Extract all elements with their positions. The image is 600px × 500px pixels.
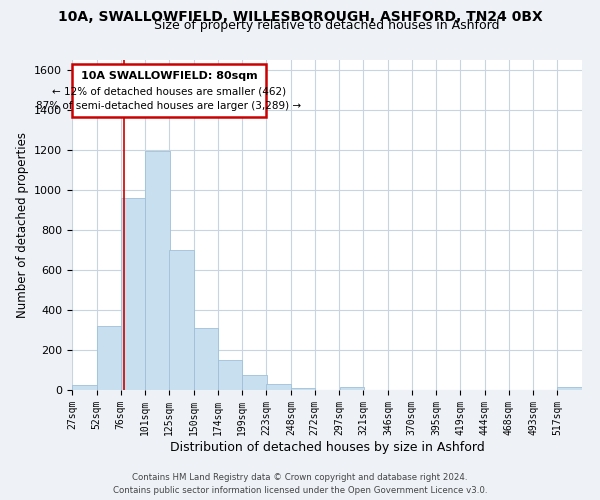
Bar xyxy=(242,375,267,390)
X-axis label: Distribution of detached houses by size in Ashford: Distribution of detached houses by size … xyxy=(170,440,484,454)
Text: 10A, SWALLOWFIELD, WILLESBOROUGH, ASHFORD, TN24 0BX: 10A, SWALLOWFIELD, WILLESBOROUGH, ASHFOR… xyxy=(58,10,542,24)
Bar xyxy=(169,250,194,390)
Bar xyxy=(194,328,218,390)
Bar xyxy=(121,198,145,390)
Bar xyxy=(557,387,582,390)
Text: Contains HM Land Registry data © Crown copyright and database right 2024.
Contai: Contains HM Land Registry data © Crown c… xyxy=(113,474,487,495)
Text: 10A SWALLOWFIELD: 80sqm: 10A SWALLOWFIELD: 80sqm xyxy=(81,71,257,81)
Bar xyxy=(266,384,291,390)
Bar xyxy=(72,385,97,390)
Bar xyxy=(340,387,364,390)
Text: ← 12% of detached houses are smaller (462): ← 12% of detached houses are smaller (46… xyxy=(52,86,286,97)
Bar xyxy=(145,151,170,390)
Text: 87% of semi-detached houses are larger (3,289) →: 87% of semi-detached houses are larger (… xyxy=(37,102,302,112)
Title: Size of property relative to detached houses in Ashford: Size of property relative to detached ho… xyxy=(154,20,500,32)
Y-axis label: Number of detached properties: Number of detached properties xyxy=(16,132,29,318)
Bar xyxy=(218,360,242,390)
FancyBboxPatch shape xyxy=(72,64,266,117)
Bar xyxy=(97,326,121,390)
Bar xyxy=(291,388,316,390)
